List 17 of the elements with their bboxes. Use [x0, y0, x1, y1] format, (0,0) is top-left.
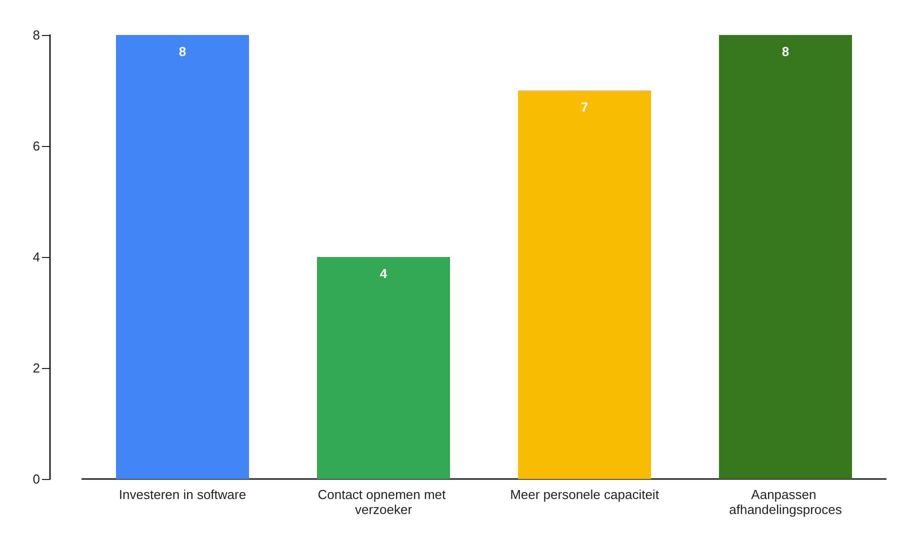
bar — [116, 35, 249, 479]
data-label: 4 — [380, 266, 388, 281]
x-tick-label: Investeren in software — [118, 487, 246, 502]
bar — [719, 35, 852, 479]
x-tick-label: Contact opnemen met verzoeker — [318, 487, 450, 517]
y-tick-label: 6 — [32, 138, 40, 154]
x-tick-label: Meer personele capaciteit — [510, 487, 660, 502]
data-label: 8 — [782, 44, 790, 59]
x-tick-label: Aanpassen afhandelingsproces — [729, 487, 842, 517]
y-tick-label: 8 — [32, 28, 40, 42]
bar — [317, 257, 450, 479]
y-tick-label: 2 — [32, 360, 40, 376]
data-label: 7 — [580, 100, 588, 114]
y-tick-label: 4 — [32, 250, 40, 264]
y-tick-label: 0 — [32, 472, 40, 486]
bar — [518, 90, 651, 479]
data-label: 8 — [178, 44, 186, 59]
